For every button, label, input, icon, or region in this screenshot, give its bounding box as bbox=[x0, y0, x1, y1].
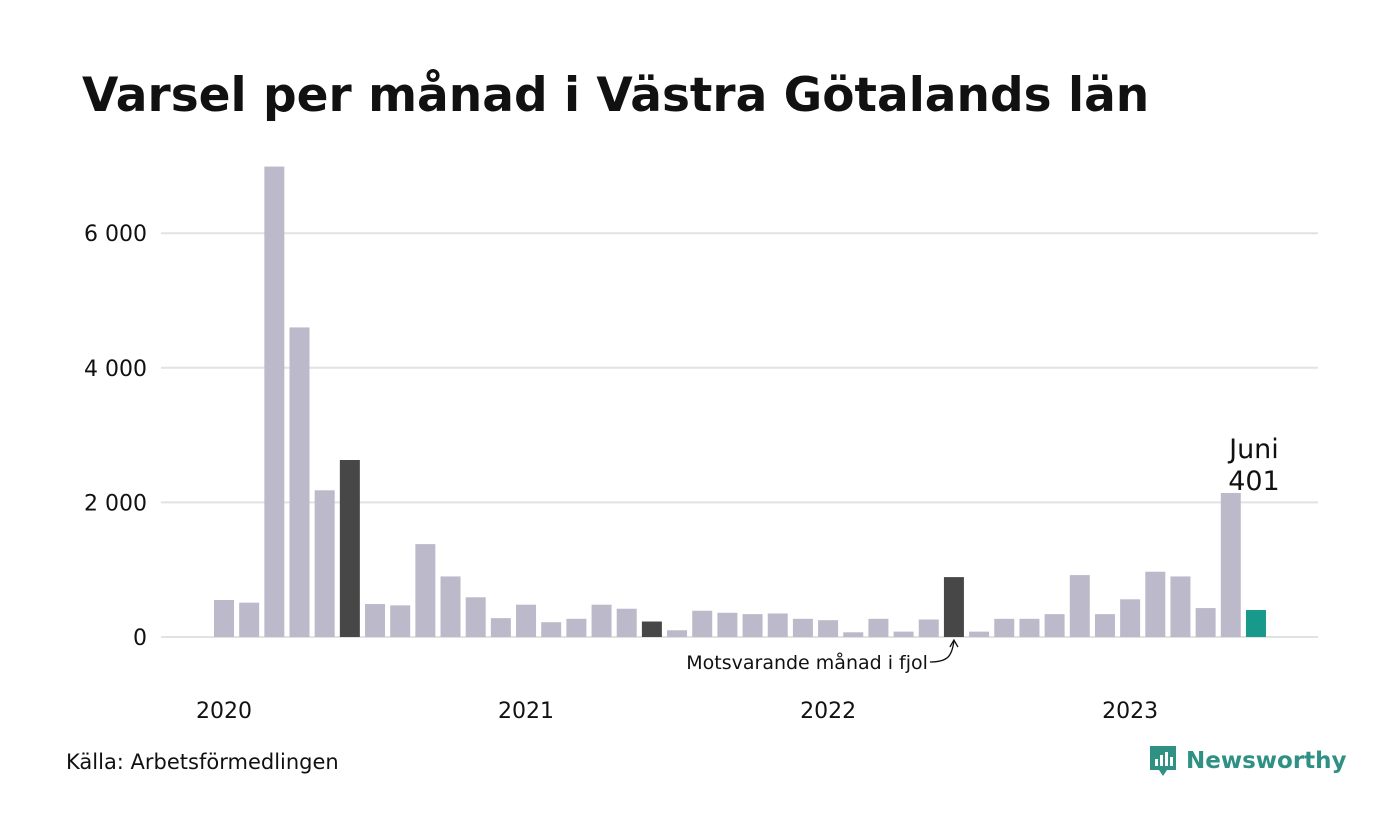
bar bbox=[1170, 576, 1191, 637]
bar bbox=[214, 599, 234, 637]
bar bbox=[1044, 614, 1065, 637]
bar bbox=[239, 602, 260, 637]
brand[interactable]: Newsworthy bbox=[1148, 744, 1347, 778]
y-tick-label: 2 000 bbox=[84, 491, 147, 516]
newsworthy-logo-icon bbox=[1150, 746, 1176, 776]
bar bbox=[994, 618, 1015, 637]
annotation-month-label: Juni bbox=[1227, 434, 1279, 465]
annotation-arrowhead bbox=[949, 638, 959, 648]
y-axis-tick-labels: 0 2 000 4 000 6 000 bbox=[84, 222, 147, 651]
annotation-value-label: 401 bbox=[1228, 466, 1280, 497]
bar bbox=[1120, 599, 1141, 637]
bar-same-month-last-year bbox=[641, 621, 662, 637]
bar bbox=[918, 619, 939, 637]
y-tick-label: 0 bbox=[133, 626, 147, 651]
bar bbox=[667, 630, 688, 637]
bar bbox=[1094, 614, 1115, 637]
bar bbox=[415, 544, 436, 637]
bar bbox=[692, 610, 713, 637]
bar bbox=[390, 605, 411, 637]
x-axis-tick-labels: 2020 2021 2022 2023 bbox=[196, 699, 1158, 724]
bar bbox=[1069, 575, 1090, 637]
y-tick-label: 6 000 bbox=[84, 222, 147, 247]
bar bbox=[742, 614, 763, 637]
bar bbox=[868, 618, 889, 637]
bars bbox=[214, 166, 1266, 637]
annotation-same-month-last-year: Motsvarande månad i fjol bbox=[686, 651, 928, 674]
bar bbox=[1195, 608, 1216, 637]
bar bbox=[591, 604, 612, 637]
x-tick-label: 2020 bbox=[196, 699, 252, 724]
bar bbox=[465, 597, 486, 637]
bar bbox=[264, 166, 285, 637]
bar-current-month bbox=[1245, 610, 1266, 637]
y-tick-label: 4 000 bbox=[84, 357, 147, 382]
bar bbox=[516, 604, 537, 637]
bar bbox=[893, 631, 914, 637]
bar-same-month-last-year bbox=[943, 577, 964, 637]
bar bbox=[440, 576, 461, 637]
x-tick-label: 2022 bbox=[800, 699, 856, 724]
x-tick-label: 2021 bbox=[498, 699, 554, 724]
bar bbox=[314, 490, 335, 637]
bar bbox=[566, 618, 587, 637]
bar bbox=[616, 608, 637, 637]
bar bbox=[792, 618, 813, 637]
bar bbox=[541, 622, 562, 637]
bar bbox=[490, 618, 511, 637]
bar bbox=[843, 632, 864, 637]
source-note: Källa: Arbetsförmedlingen bbox=[66, 750, 339, 774]
brand-name: Newsworthy bbox=[1186, 748, 1347, 774]
bar bbox=[818, 620, 839, 637]
chart-title: Varsel per månad i Västra Götalands län bbox=[82, 68, 1150, 123]
bar bbox=[969, 631, 990, 637]
annotation-arrow bbox=[929, 640, 955, 663]
bar bbox=[289, 327, 310, 637]
x-tick-label: 2023 bbox=[1102, 699, 1158, 724]
bar bbox=[1019, 618, 1040, 637]
bar-same-month-last-year bbox=[339, 460, 360, 637]
bar bbox=[1145, 571, 1166, 637]
bar bbox=[365, 604, 386, 637]
bar bbox=[1220, 492, 1241, 637]
bar bbox=[767, 613, 788, 637]
bar bbox=[717, 612, 738, 637]
